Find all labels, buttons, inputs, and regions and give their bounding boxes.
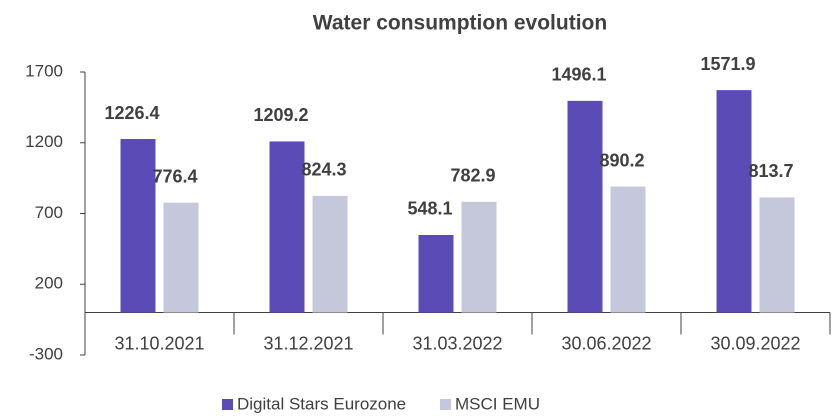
- bar: [418, 234, 454, 313]
- legend-label: MSCI EMU: [455, 394, 540, 413]
- y-tick-label: 1200: [25, 132, 63, 151]
- legend-swatch: [222, 399, 233, 410]
- data-label: 1496.1: [551, 65, 606, 85]
- bar: [120, 139, 156, 313]
- bar: [610, 186, 646, 313]
- bar: [567, 100, 603, 313]
- bar: [759, 197, 795, 313]
- bar: [461, 201, 497, 313]
- data-label: 1571.9: [700, 54, 755, 74]
- legend-swatch: [440, 399, 451, 410]
- y-tick-label: 700: [35, 203, 63, 222]
- data-label: 890.2: [599, 150, 644, 170]
- x-tick-label: 31.03.2022: [412, 333, 502, 353]
- data-label: 813.7: [748, 161, 793, 181]
- y-tick-label: 1700: [25, 61, 63, 80]
- data-label: 776.4: [152, 166, 197, 186]
- data-label: 824.3: [301, 160, 346, 180]
- x-tick-label: 31.12.2021: [263, 333, 353, 353]
- x-tick-label: 30.06.2022: [561, 333, 651, 353]
- x-tick-label: 30.09.2022: [710, 333, 800, 353]
- bar: [716, 90, 752, 313]
- y-tick-label: -300: [29, 344, 63, 363]
- x-tick-label: 31.10.2021: [114, 333, 204, 353]
- data-label: 1226.4: [104, 103, 159, 123]
- bar: [269, 141, 305, 313]
- bar: [312, 195, 348, 313]
- data-label: 782.9: [450, 166, 495, 186]
- data-label: 1209.2: [253, 105, 308, 125]
- data-label: 548.1: [407, 199, 452, 219]
- bar: [163, 202, 199, 313]
- legend-label: Digital Stars Eurozone: [237, 394, 406, 413]
- chart-title: Water consumption evolution: [313, 12, 607, 35]
- y-tick-label: 200: [35, 274, 63, 293]
